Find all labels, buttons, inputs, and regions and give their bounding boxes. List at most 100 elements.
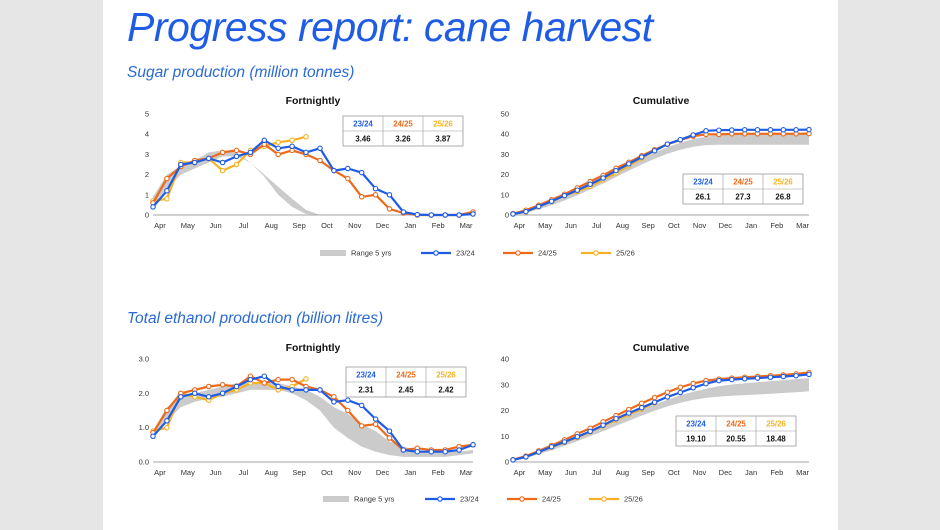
y-tick-label: 0 — [505, 211, 509, 220]
table-header: 23/24 — [356, 371, 376, 380]
x-tick-label: Mar — [796, 468, 809, 477]
chart-sugar-fortnightly: Fortnightly 0 1 2 3 4 5 Apr May Jun Jul Aug Sep Oct No… — [145, 95, 476, 230]
data-point — [303, 149, 309, 156]
data-point — [729, 127, 735, 133]
data-point — [345, 175, 351, 182]
y-tick-label: 10 — [501, 190, 509, 199]
data-point — [587, 428, 593, 435]
data-point — [600, 422, 606, 428]
x-tick-label: Mar — [460, 468, 473, 477]
data-point — [535, 449, 542, 455]
chart-sugar-cumulative: Cumulative 0 10 20 30 40 50 Apr May Jun Jul Aug Sep O… — [501, 95, 812, 230]
legend-range-swatch — [323, 496, 349, 502]
data-point — [358, 169, 365, 176]
data-point — [510, 211, 516, 217]
data-point — [275, 383, 281, 390]
table-header: 24/25 — [393, 120, 413, 129]
y-tick-label: 50 — [501, 110, 509, 119]
data-point — [806, 126, 812, 133]
data-point — [741, 127, 748, 133]
chart-title: Cumulative — [633, 342, 690, 354]
data-point — [651, 148, 658, 154]
table-header: 24/25 — [726, 420, 746, 429]
data-point — [638, 400, 645, 407]
data-point — [233, 147, 240, 154]
data-point — [275, 376, 281, 383]
data-point — [690, 380, 696, 387]
legend-marker — [593, 250, 599, 256]
data-point — [150, 433, 156, 440]
table-header: 24/25 — [733, 178, 753, 187]
x-tick-label: Apr — [154, 221, 166, 230]
x-tick-label: Jun — [565, 221, 577, 230]
data-point — [219, 390, 226, 397]
data-point — [677, 389, 684, 396]
data-point — [561, 439, 568, 445]
data-point — [303, 387, 309, 393]
data-point — [600, 175, 606, 181]
data-point — [205, 394, 212, 400]
legend-label: Range 5 yrs — [354, 495, 395, 504]
data-point — [358, 423, 365, 429]
data-point — [164, 407, 170, 414]
data-point — [164, 175, 170, 182]
data-point — [754, 375, 761, 381]
data-point — [574, 434, 581, 440]
data-point — [289, 387, 295, 393]
data-point — [716, 127, 722, 133]
data-point — [780, 127, 787, 133]
data-point — [587, 181, 593, 188]
x-tick-label: Sep — [292, 468, 305, 477]
table-header: 24/25 — [396, 371, 416, 380]
data-point — [372, 192, 379, 198]
data-point — [741, 376, 748, 382]
table-header: 23/24 — [353, 120, 373, 129]
legend-label: 24/25 — [542, 495, 561, 504]
chart-title: Fortnightly — [286, 342, 341, 354]
data-point — [780, 373, 787, 380]
data-point — [164, 196, 170, 202]
data-point — [414, 211, 421, 218]
data-point — [317, 387, 323, 393]
data-point — [191, 390, 198, 397]
x-tick-label: Mar — [460, 221, 473, 230]
data-point — [414, 448, 421, 455]
data-point — [716, 377, 722, 384]
data-point — [651, 394, 658, 401]
data-point — [456, 447, 462, 453]
data-point — [613, 167, 619, 174]
y-tick-label: 30 — [501, 380, 509, 389]
data-point — [331, 394, 337, 400]
x-tick-label: Apr — [514, 221, 526, 230]
legend-marker — [515, 250, 521, 256]
data-point — [523, 454, 529, 460]
data-point — [247, 149, 254, 156]
data-point — [275, 145, 281, 152]
data-point — [703, 380, 709, 387]
y-tick-label: 1.0 — [139, 423, 149, 432]
data-point — [219, 167, 226, 174]
data-point — [626, 161, 632, 167]
legend-label: 24/25 — [538, 249, 557, 258]
data-point — [345, 165, 351, 172]
data-point — [150, 204, 156, 210]
data-point — [400, 209, 407, 215]
data-point — [767, 127, 774, 133]
x-tick-label: Dec — [719, 468, 733, 477]
x-tick-label: Feb — [432, 468, 445, 477]
value-table: 23/24 19.10 24/25 20.55 25/26 18.48 — [675, 415, 797, 447]
data-point — [664, 141, 671, 147]
data-point — [548, 198, 555, 205]
table-value: 3.46 — [355, 135, 371, 144]
x-tick-label: Jul — [592, 468, 602, 477]
chart-title: Cumulative — [633, 95, 690, 107]
y-tick-label: 5 — [145, 110, 149, 119]
x-tick-label: Jul — [239, 468, 249, 477]
table-value: 27.3 — [735, 193, 751, 202]
y-tick-label: 2 — [145, 170, 149, 179]
data-point — [233, 161, 240, 168]
range-band — [513, 134, 809, 215]
legend-label: 23/24 — [456, 249, 475, 258]
data-point — [442, 212, 448, 218]
data-point — [331, 167, 337, 174]
